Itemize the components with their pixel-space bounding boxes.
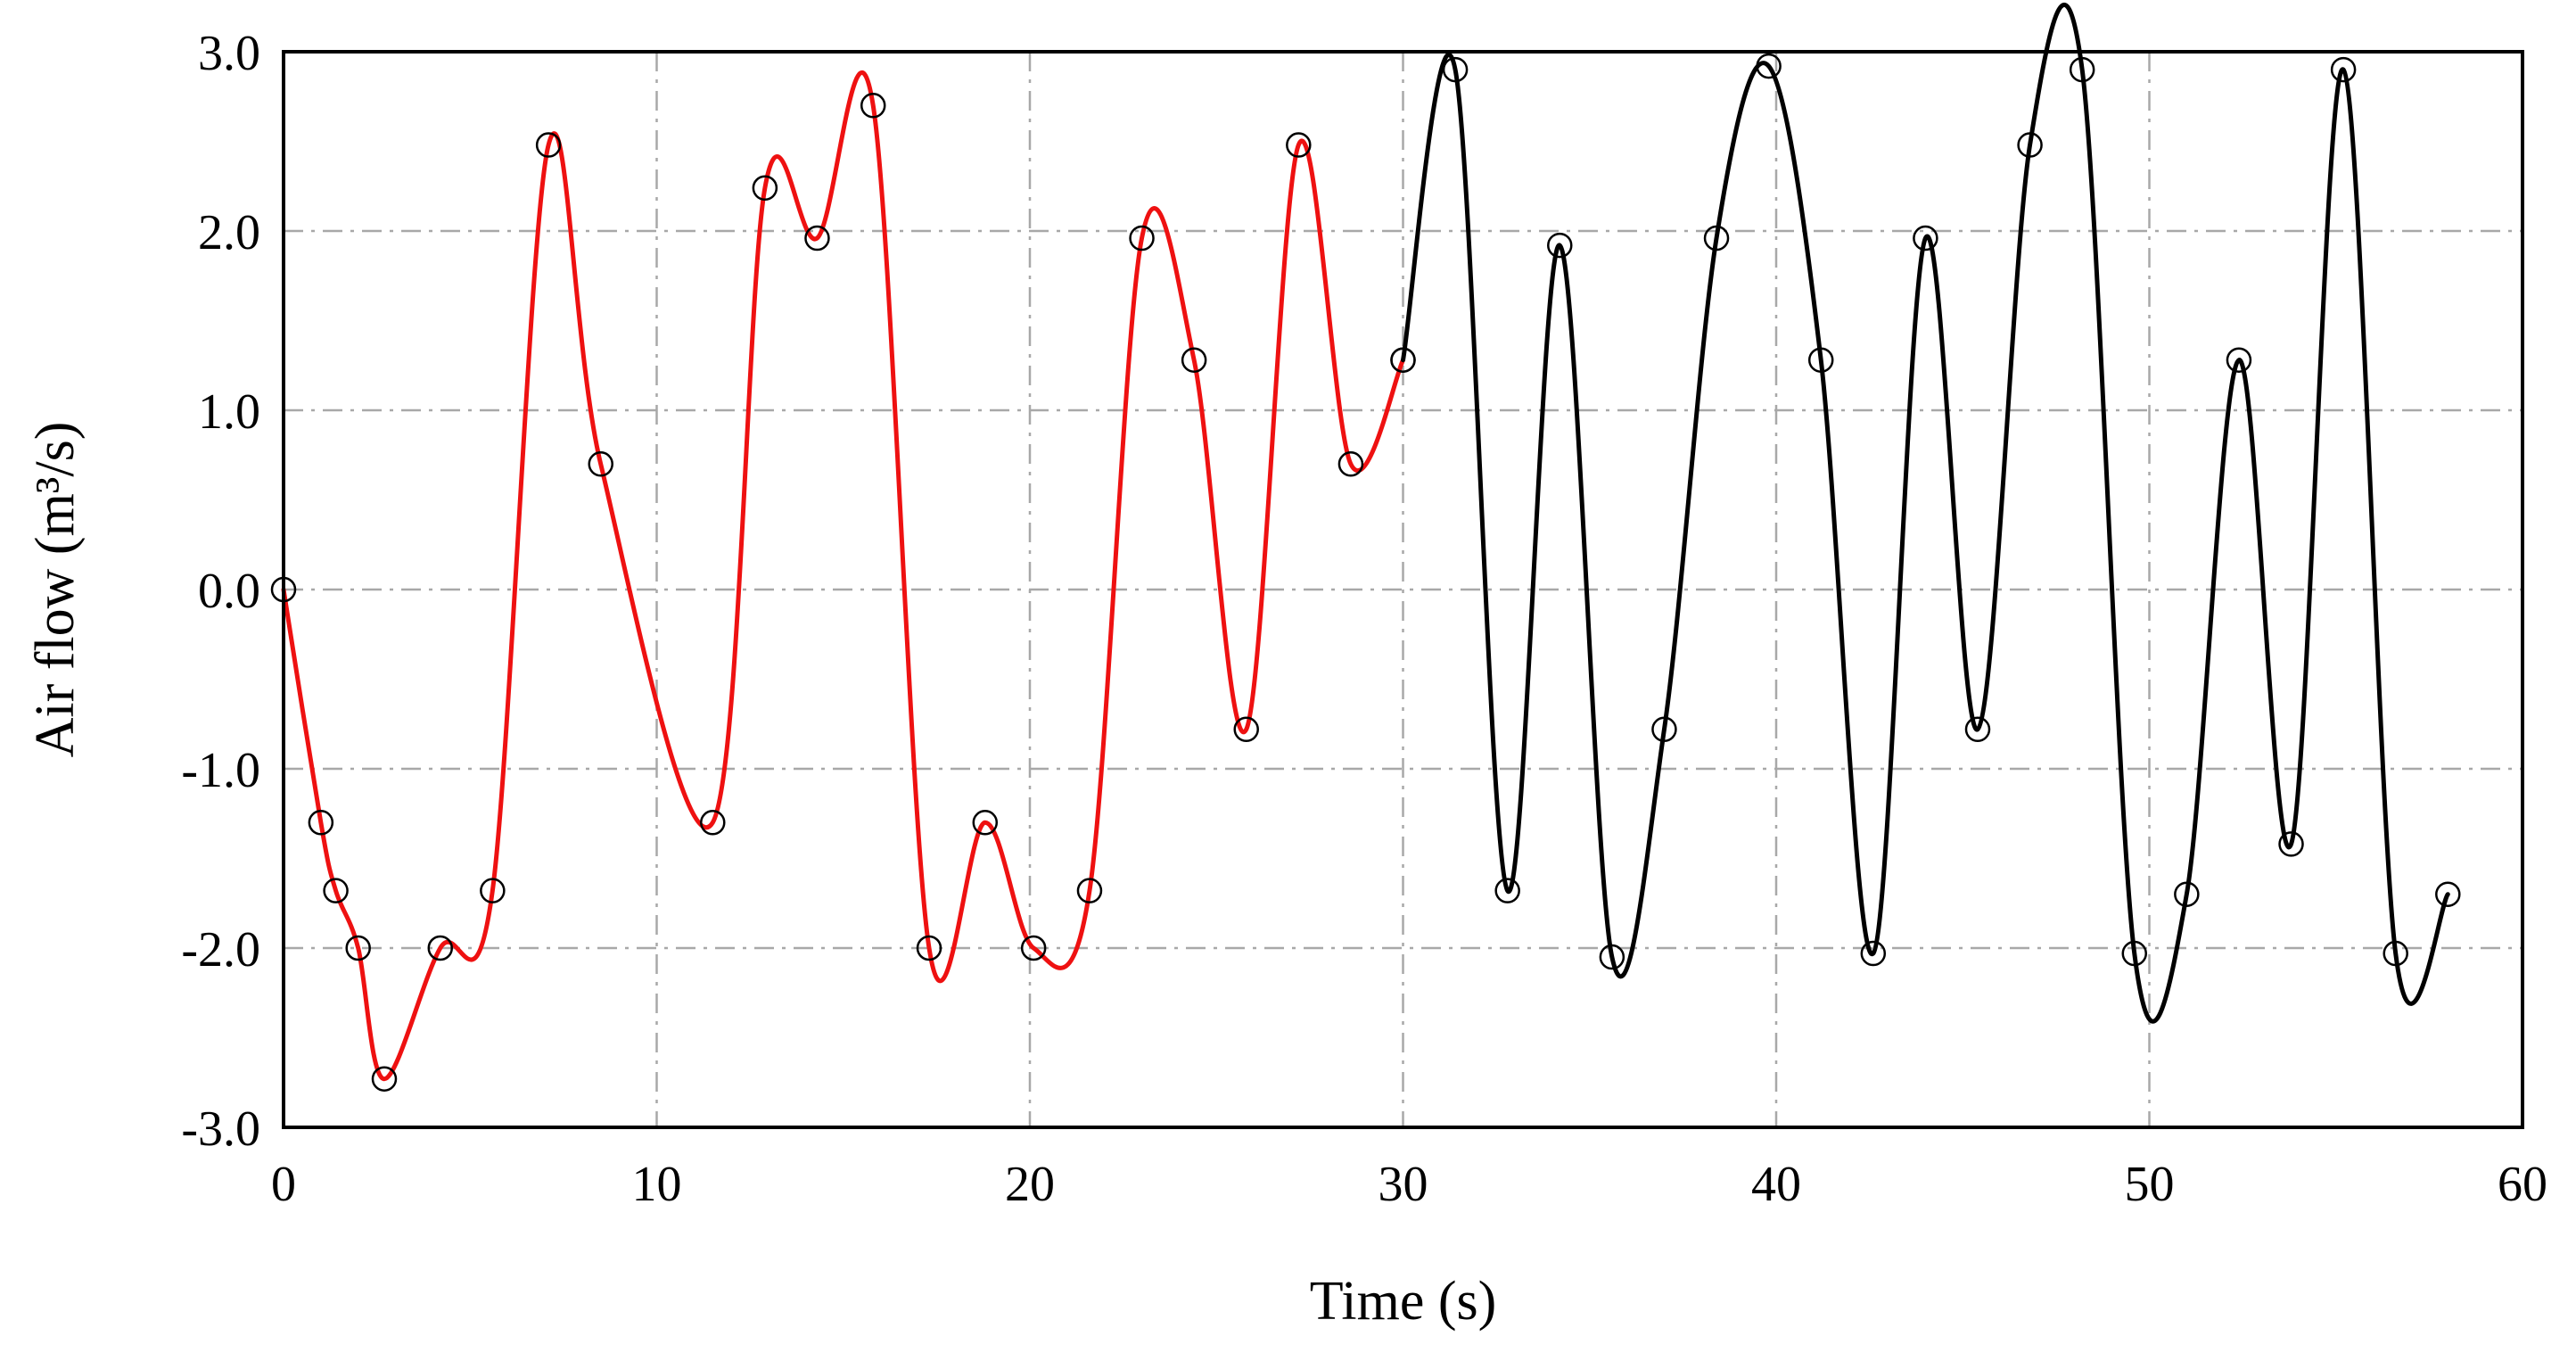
data-point-marker [1129, 225, 1155, 252]
data-point-marker [2017, 132, 2043, 158]
x-tick-label: 10 [632, 1157, 682, 1212]
data-point-marker [1494, 878, 1520, 903]
data-point-marker [1442, 56, 1469, 83]
y-tick-label: -1.0 [181, 743, 260, 798]
x-tick-label: 0 [271, 1157, 296, 1212]
data-point-marker [2121, 940, 2148, 967]
data-point-marker [2174, 881, 2200, 907]
y-axis-title: Air flow (m³/s) [25, 422, 86, 758]
grid-lines [284, 52, 2523, 1127]
data-point-marker [916, 935, 942, 961]
x-tick-label: 40 [1751, 1157, 1801, 1212]
data-point-marker [427, 935, 454, 961]
y-tick-label: 1.0 [198, 384, 260, 440]
data-point-marker [1286, 132, 1312, 158]
x-tick-label: 30 [1379, 1157, 1428, 1212]
data-point-marker [860, 93, 886, 119]
y-axis-ticks: -3.0 -2.0 -1.0 0.0 1.0 2.0 3.0 [181, 26, 260, 1157]
data-point-marker [1599, 944, 1625, 970]
data-point-marker [2069, 56, 2095, 83]
data-point-marker [1703, 225, 1730, 252]
data-point-marker [535, 132, 562, 158]
series-0 [270, 70, 1416, 1092]
data-point-marker [1651, 716, 1677, 743]
data-point-marker [1913, 225, 1938, 252]
plot-frame [282, 50, 2524, 1129]
x-axis-ticks: 0 10 20 30 40 50 60 [271, 1157, 2547, 1212]
data-point-marker [1547, 232, 1573, 259]
data-point-marker [345, 935, 371, 961]
y-tick-label: 3.0 [198, 26, 260, 81]
data-point-marker [1390, 347, 1416, 373]
data-point-marker [804, 225, 830, 252]
data-point-marker [1076, 878, 1103, 903]
data-point-marker [1964, 716, 1991, 743]
y-tick-label: -2.0 [181, 922, 260, 977]
data-point-marker [308, 810, 334, 836]
data-point-marker [1233, 716, 1259, 743]
data-point-marker [1807, 347, 1834, 373]
y-tick-label: 0.0 [198, 564, 260, 619]
data-point-marker [1181, 347, 1207, 373]
series-layer [270, 2, 2461, 1092]
data-point-marker [972, 810, 999, 836]
data-point-marker [1756, 53, 1782, 79]
data-point-marker [1020, 935, 1047, 961]
series-line-0 [281, 70, 1405, 1082]
data-point-marker [2330, 56, 2357, 83]
series-1 [1390, 2, 2461, 1024]
data-point-marker [2435, 881, 2461, 907]
data-point-marker [588, 451, 613, 477]
series-line-1 [1401, 2, 2450, 1024]
data-point-marker [1860, 940, 1887, 967]
data-point-marker [371, 1066, 398, 1092]
data-point-marker [752, 175, 778, 202]
x-tick-label: 50 [2125, 1157, 2175, 1212]
y-tick-label: 2.0 [198, 205, 260, 260]
data-point-marker [2278, 831, 2304, 857]
data-point-marker [2226, 347, 2252, 373]
x-tick-label: 20 [1005, 1157, 1055, 1212]
x-axis-title: Time (s) [1310, 1271, 1497, 1332]
data-point-marker [480, 878, 506, 903]
x-tick-label: 60 [2498, 1157, 2547, 1212]
data-point-marker [700, 810, 726, 836]
y-tick-label: -3.0 [181, 1101, 260, 1157]
data-point-marker [1337, 451, 1364, 477]
data-point-marker [2383, 940, 2408, 967]
data-point-marker [323, 878, 349, 903]
